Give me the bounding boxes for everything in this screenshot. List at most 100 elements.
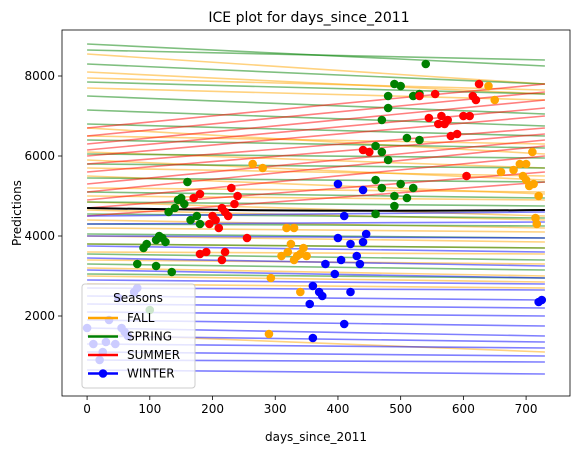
ice-line-fall-20 [87, 267, 545, 277]
y-axis-label: Predictions [10, 180, 24, 246]
point-spring-6 [161, 237, 170, 247]
y-axis: 2000 4000 6000 8000 [24, 69, 62, 323]
point-winter-13 [305, 299, 315, 309]
point-spring-17 [151, 261, 161, 271]
point-spring-26 [383, 103, 393, 113]
point-summer-27 [471, 95, 481, 105]
point-fall-16 [490, 95, 500, 105]
point-fall-19 [515, 159, 525, 169]
point-winter-23 [352, 251, 362, 261]
ice-line-summer-7 [87, 139, 545, 185]
legend-title: Seasons [113, 291, 163, 305]
x-tick-label-100: 100 [138, 402, 161, 416]
point-spring-32 [377, 183, 387, 193]
point-fall-24 [529, 179, 538, 189]
point-spring-16 [167, 267, 177, 277]
point-spring-34 [396, 179, 405, 189]
point-summer-21 [443, 115, 453, 125]
point-winter-14 [308, 281, 318, 291]
point-winter-29 [358, 185, 368, 195]
point-winter-16 [317, 291, 327, 301]
ice-line-summer-6 [87, 133, 545, 173]
point-spring-2 [142, 239, 151, 249]
point-summer-24 [459, 111, 468, 121]
x-axis: 0 100 200 300 400 500 600 700 [83, 396, 538, 416]
ice-line-summer-4 [87, 115, 545, 157]
ice-line-winter-6 [87, 279, 545, 285]
point-fall-0 [248, 159, 257, 169]
point-summer-11 [233, 191, 242, 201]
ice-line-fall-14 [87, 219, 545, 229]
point-spring-8 [170, 203, 180, 213]
point-fall-26 [532, 219, 542, 229]
ice-line-fall-12 [87, 201, 545, 217]
average-line-group [87, 207, 545, 212]
ice-line-fall-3 [87, 87, 545, 101]
ice-line-fall-4 [87, 127, 545, 155]
plot-frame [61, 29, 571, 397]
point-summer-31 [433, 119, 443, 129]
point-summer-16 [220, 247, 230, 257]
ice-lines-group [87, 43, 545, 375]
point-spring-33 [390, 191, 399, 201]
point-summer-4 [211, 215, 220, 225]
ice-line-fall-0 [87, 53, 545, 85]
point-summer-28 [474, 79, 484, 89]
y-tick-label-8000: 8000 [24, 69, 55, 83]
point-winter-20 [336, 255, 346, 265]
point-spring-27 [402, 133, 412, 143]
point-spring-19 [383, 91, 393, 101]
point-spring-24 [421, 59, 431, 69]
point-summer-30 [424, 113, 434, 123]
point-summer-17 [415, 91, 424, 101]
point-winter-26 [361, 229, 371, 239]
point-winter-21 [339, 211, 349, 221]
point-fall-9 [299, 243, 308, 253]
chart-title: ICE plot for days_since_2011 [208, 10, 409, 26]
point-fall-18 [509, 165, 518, 175]
ice-line-winter-1 [87, 221, 545, 225]
point-spring-25 [377, 115, 387, 125]
legend-marker-winter [98, 369, 108, 378]
point-fall-13 [296, 287, 305, 297]
y-tick-label-2000: 2000 [24, 309, 55, 323]
point-fall-11 [289, 255, 299, 265]
point-summer-15 [217, 255, 227, 265]
point-summer-2 [205, 219, 214, 229]
point-winter-27 [346, 287, 355, 297]
point-spring-0 [132, 259, 142, 269]
point-winter-18 [330, 269, 340, 279]
point-summer-12 [242, 233, 252, 243]
ice-line-summer-5 [87, 127, 545, 165]
legend-label-fall: FALL [127, 311, 155, 325]
x-tick-label-400: 400 [326, 402, 349, 416]
y-tick-label-4000: 4000 [24, 229, 55, 243]
legend-label-winter: WINTER [127, 367, 175, 381]
ice-line-fall-13 [87, 209, 545, 221]
point-summer-19 [437, 111, 446, 121]
point-winter-30 [308, 333, 318, 343]
point-fall-23 [528, 147, 537, 157]
point-winter-33 [537, 295, 547, 305]
ice-line-winter-0 [87, 211, 545, 217]
ice-line-spring-17 [87, 253, 545, 261]
point-spring-21 [396, 81, 405, 91]
ice-line-fall-15 [87, 227, 545, 233]
point-fall-12 [266, 273, 276, 283]
point-spring-14 [195, 219, 205, 229]
x-tick-label-0: 0 [83, 402, 91, 416]
point-summer-23 [452, 129, 462, 139]
ice-line-summer-9 [87, 155, 545, 201]
point-fall-15 [484, 81, 493, 91]
legend-box [81, 283, 196, 389]
legend: Seasons FALL SPRING SUMMER WINTER [81, 283, 196, 389]
point-winter-25 [358, 237, 368, 247]
ice-line-summer-11 [87, 181, 545, 217]
x-tick-label-500: 500 [389, 402, 412, 416]
point-summer-10 [230, 199, 239, 209]
legend-label-spring: SPRING [127, 330, 172, 344]
point-winter-24 [355, 259, 365, 269]
ice-line-fall-1 [87, 71, 545, 95]
point-spring-7 [164, 207, 173, 217]
point-spring-37 [390, 201, 399, 211]
